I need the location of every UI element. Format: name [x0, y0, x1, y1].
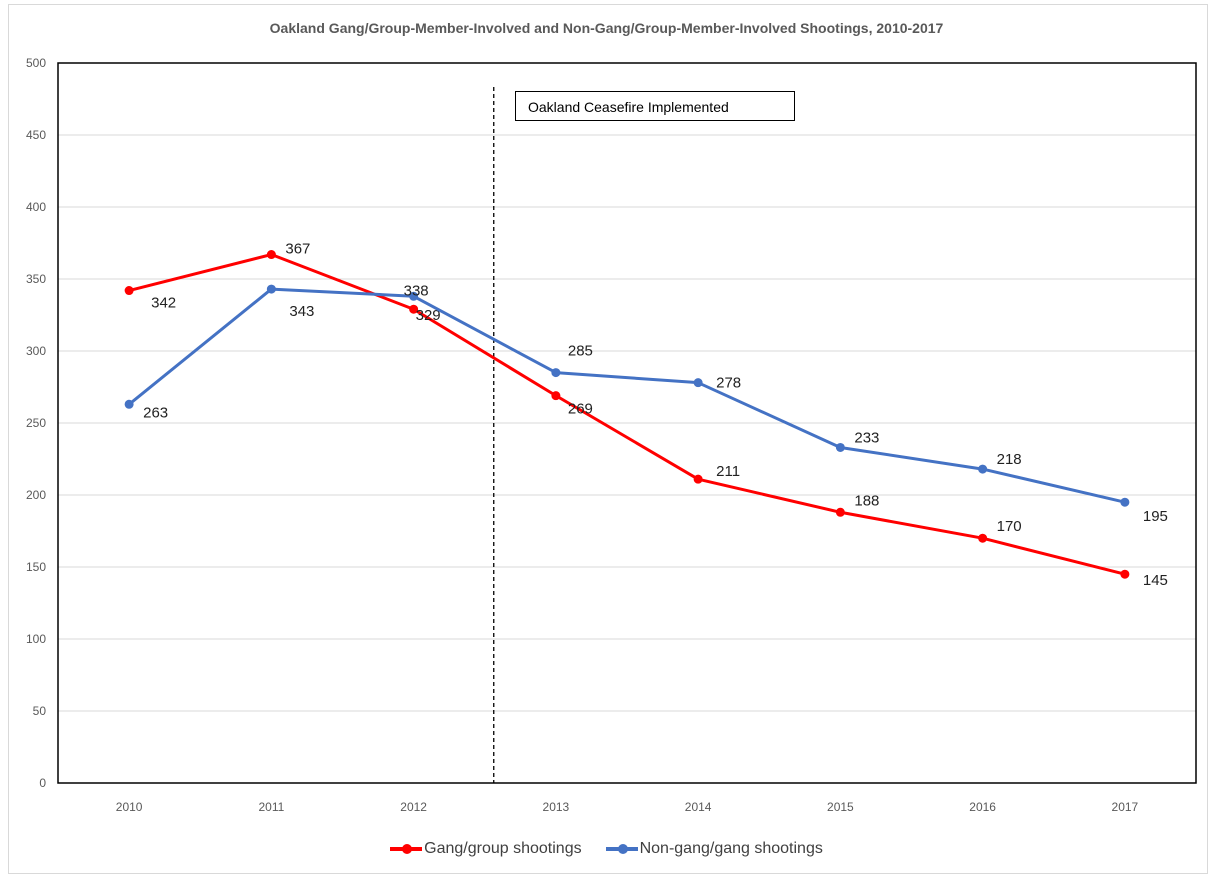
data-label: 263	[143, 404, 168, 421]
data-label: 211	[716, 463, 740, 480]
series-line-0	[128, 253, 1126, 576]
legend: Gang/group shootings Non-gang/gang shoot…	[0, 840, 1213, 858]
data-point	[124, 286, 134, 296]
chart-frame	[8, 4, 1208, 874]
legend-item-gang: Gang/group shootings	[390, 840, 582, 858]
data-label: 285	[568, 343, 593, 360]
data-point	[693, 378, 703, 388]
annotation-label: Oakland Ceasefire Implemented	[515, 91, 795, 121]
data-point	[1120, 569, 1130, 579]
data-point	[978, 464, 988, 474]
data-label: 218	[997, 451, 1022, 468]
data-label: 233	[854, 429, 879, 446]
data-label: 269	[568, 401, 593, 418]
data-point	[1120, 497, 1130, 507]
legend-swatch-gang	[390, 844, 423, 854]
data-label: 329	[416, 307, 441, 324]
y-tick-label: 100	[26, 632, 46, 646]
x-tick-label: 2011	[258, 800, 284, 814]
series-line-1	[128, 287, 1126, 504]
y-tick-label: 150	[26, 560, 46, 574]
data-point	[551, 368, 561, 378]
y-tick-label: 500	[26, 56, 46, 70]
data-point	[266, 284, 276, 294]
data-label: 367	[285, 241, 310, 258]
data-label: 343	[289, 303, 314, 320]
x-tick-label: 2017	[1112, 800, 1139, 814]
x-tick-label: 2016	[969, 800, 996, 814]
y-tick-label: 200	[26, 488, 46, 502]
x-tick-label: 2015	[827, 800, 854, 814]
data-label: 342	[151, 295, 176, 312]
data-label: 170	[997, 518, 1022, 535]
y-tick-label: 0	[39, 776, 46, 790]
legend-item-non-gang: Non-gang/gang shootings	[605, 840, 823, 858]
plot-area-border	[57, 62, 1197, 784]
data-label: 338	[404, 282, 429, 299]
data-point	[551, 391, 561, 401]
legend-label-non-gang: Non-gang/gang shootings	[639, 840, 823, 857]
data-point	[835, 507, 845, 517]
data-point	[693, 474, 703, 484]
y-tick-label: 350	[26, 272, 46, 286]
x-tick-label: 2014	[685, 800, 712, 814]
x-tick-label: 2010	[116, 800, 143, 814]
data-label: 195	[1143, 508, 1168, 525]
y-tick-label: 400	[26, 200, 46, 214]
data-point	[409, 304, 419, 314]
y-tick-label: 50	[33, 704, 47, 718]
legend-swatch-non-gang	[605, 844, 638, 854]
data-point	[978, 533, 988, 543]
data-label: 145	[1143, 572, 1168, 589]
y-tick-label: 450	[26, 128, 46, 142]
x-tick-label: 2013	[543, 800, 570, 814]
data-point	[835, 442, 845, 452]
y-tick-label: 250	[26, 416, 46, 430]
data-label: 278	[716, 375, 741, 392]
data-point	[409, 291, 419, 301]
data-point	[266, 250, 276, 260]
x-tick-label: 2012	[400, 800, 427, 814]
legend-label-gang: Gang/group shootings	[424, 840, 582, 857]
data-point	[124, 399, 134, 409]
data-label: 188	[854, 492, 879, 509]
chart-title: Oakland Gang/Group-Member-Involved and N…	[269, 20, 944, 36]
y-tick-label: 300	[26, 344, 46, 358]
